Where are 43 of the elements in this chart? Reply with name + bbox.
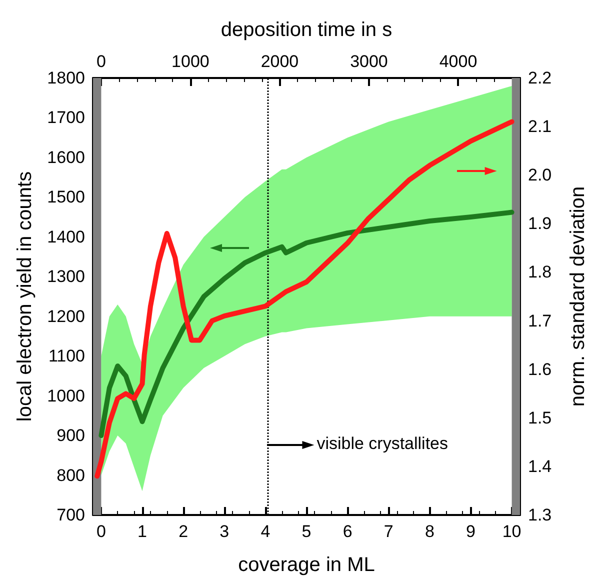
y-tick-label: 1400 [47, 227, 85, 246]
x-tick-label: 4 [260, 522, 270, 541]
y-tick-label: 1600 [47, 148, 85, 167]
x-tick-label: 10 [502, 522, 522, 541]
y2-tick-label: 2.0 [528, 166, 552, 185]
x-axis-title: coverage in ML [238, 554, 375, 576]
y-tick-label: 1000 [47, 386, 85, 406]
x2-tick-label: 2000 [260, 52, 299, 71]
y2-tick-label: 2.2 [528, 68, 552, 88]
x-tick-label: 0 [96, 522, 106, 541]
x2-tick-label: 4000 [439, 52, 478, 71]
x-tick-label: 9 [466, 522, 476, 541]
y-axis-title: local electron yield in counts [14, 171, 36, 422]
x-tick-label: 5 [302, 522, 312, 541]
y2-tick-label: 1.5 [528, 408, 552, 428]
x2-tick-label: 3000 [350, 52, 388, 71]
x2-tick-label: 0 [96, 52, 106, 71]
y-tick-label: 1300 [47, 267, 85, 286]
x-tick-label: 3 [220, 522, 230, 541]
y-tick-label: 1700 [47, 108, 85, 128]
y-tick-label: 800 [56, 466, 85, 485]
x2-tick-label: 1000 [172, 52, 210, 71]
y2-tick-label: 1.7 [528, 311, 552, 330]
y2-tick-label: 1.9 [528, 214, 552, 234]
y-tick-label: 1100 [48, 346, 85, 366]
y-tick-label: 1800 [47, 68, 85, 88]
annotation: visible crystallites [316, 434, 448, 454]
y-tick-label: 900 [56, 426, 85, 446]
y-tick-label: 700 [56, 506, 85, 524]
y2-axis-title: norm. standard deviation [567, 186, 589, 407]
x-tick-label: 7 [384, 522, 394, 541]
y-tick-label: 1500 [47, 188, 85, 207]
x-tick-label: 1 [138, 522, 148, 541]
x-tick-label: 6 [342, 522, 352, 541]
x2-axis-title: deposition time in s [220, 19, 392, 41]
x-tick-label: 2 [178, 522, 188, 541]
x-tick-label: 8 [424, 522, 434, 541]
y2-tick-label: 1.3 [528, 506, 552, 524]
y2-tick-label: 1.4 [528, 456, 552, 476]
y2-tick-label: 1.6 [528, 360, 552, 379]
y2-tick-label: 2.1 [528, 117, 552, 136]
y2-tick-label: 1.8 [528, 262, 552, 282]
y-tick-label: 1200 [47, 306, 85, 326]
